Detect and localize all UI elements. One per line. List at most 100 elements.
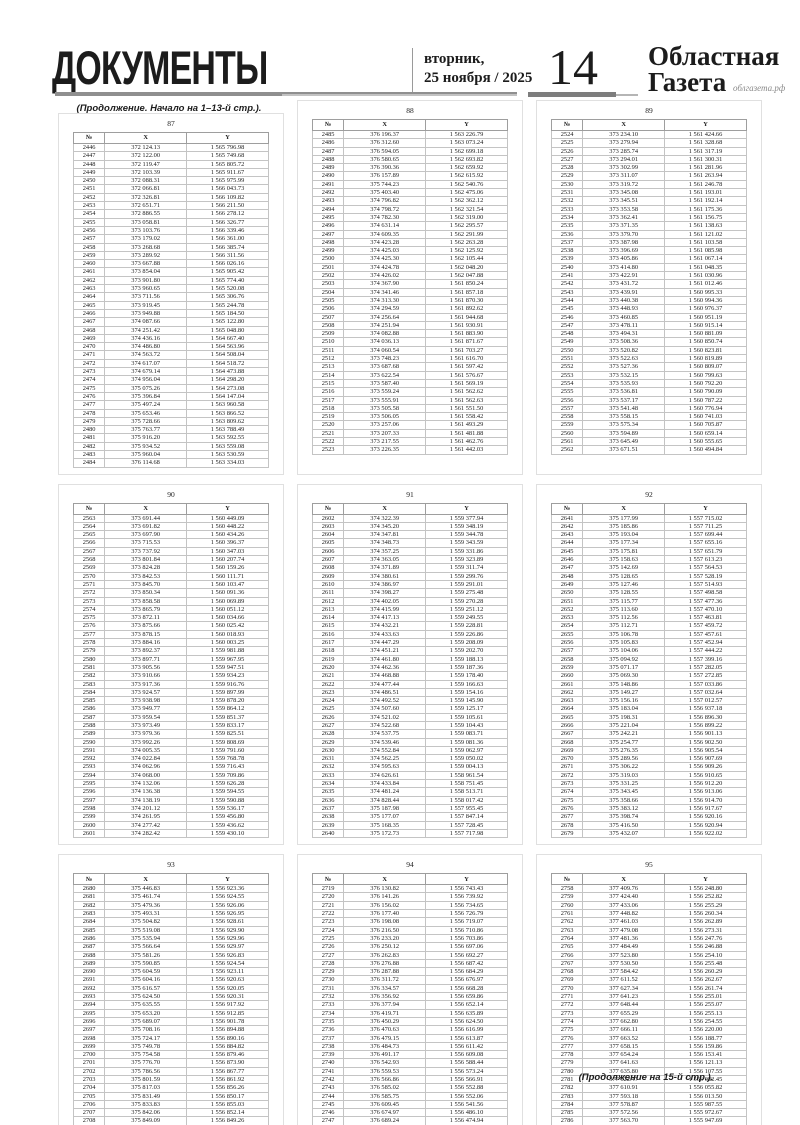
table-cell: 1 559 251.12 xyxy=(425,604,508,615)
table-cell: 1 556 710.86 xyxy=(425,925,508,935)
table-cell: 372 651.71 xyxy=(104,201,188,211)
table-row: 2566 373 715.53 1 560 396.37 xyxy=(72,538,269,548)
table-cell: 2462 xyxy=(72,275,106,286)
table-cell: 2469 xyxy=(72,333,106,344)
table-cell: 2762 xyxy=(550,917,584,927)
table-cell: 1 560 799.63 xyxy=(664,370,747,380)
table-cell: 372 103.39 xyxy=(104,167,188,178)
table-cell: 1 556 914.70 xyxy=(664,795,747,805)
table-cell: 2449 xyxy=(72,167,106,178)
table-cell: 374 347.81 xyxy=(343,530,427,540)
table-cell: 373 555.91 xyxy=(343,395,427,405)
table-cell: 1 560 823.81 xyxy=(664,345,747,356)
table-cell: 374 451.21 xyxy=(343,646,427,656)
table-cell: 2497 xyxy=(311,229,345,239)
table-cell: 1 556 920.63 xyxy=(186,975,269,985)
table-row: 2636 374 828.44 1 558 017.42 xyxy=(311,795,508,805)
table-row: 2550 373 520.82 1 560 823.81 xyxy=(550,345,747,356)
table-row: 2511 374 060.54 1 561 703.27 xyxy=(311,345,508,356)
table-cell: 2784 xyxy=(550,1099,584,1110)
table-row: 2619 374 461.80 1 559 188.13 xyxy=(311,654,508,664)
table-cell: 1 559 981.88 xyxy=(186,646,269,656)
table-cell: 2629 xyxy=(311,737,345,747)
table-cell: 1 559 791.60 xyxy=(186,745,269,756)
table-cell: 2464 xyxy=(72,292,106,302)
table-row: 2519 373 506.05 1 561 558.42 xyxy=(311,412,508,422)
table-row: 2680 375 446.83 1 556 923.36 xyxy=(72,884,269,894)
table-cell: 1 557 699.44 xyxy=(664,530,747,540)
table-cell: 2767 xyxy=(550,958,584,969)
table-cell: 2643 xyxy=(550,530,584,540)
table-row: 2672 375 319.03 1 556 910.65 xyxy=(550,770,747,781)
table-cell: 374 423.28 xyxy=(343,237,427,248)
table-cell: 2454 xyxy=(72,209,106,219)
table-cell: 2459 xyxy=(72,250,106,261)
table-row: 2651 375 115.77 1 557 477.36 xyxy=(550,596,747,606)
table-cell: 373 559.24 xyxy=(343,387,427,397)
table-cell: 2741 xyxy=(311,1066,345,1077)
table-row: 2624 374 492.52 1 559 145.90 xyxy=(311,696,508,706)
table-cell: 373 845.70 xyxy=(104,579,188,590)
table-cell: 373 302.99 xyxy=(582,163,666,173)
table-cell: 1 563 226.79 xyxy=(425,129,508,140)
table-cell: 377 611.52 xyxy=(582,975,666,985)
table-row: 2629 374 539.46 1 559 081.36 xyxy=(311,737,508,747)
issue-date: вторник, 25 ноября / 2025 xyxy=(424,50,532,88)
table-cell: 1 559 594.55 xyxy=(186,787,269,797)
table-cell: 375 075.26 xyxy=(104,383,188,393)
table-row: 2490 376 157.89 1 562 615.92 xyxy=(311,171,508,181)
table-cell: 2640 xyxy=(311,828,345,839)
table-cell: 1 565 805.72 xyxy=(186,159,269,169)
table-cell: 374 294.59 xyxy=(343,304,427,314)
table-row: 2584 373 924.57 1 559 897.99 xyxy=(72,687,269,698)
table-row: 2685 375 519.08 1 556 929.90 xyxy=(72,925,269,935)
table-cell: 2556 xyxy=(550,395,584,405)
brand-line2: Газета облгазета.рф xyxy=(648,68,785,96)
table-cell: 376 566.86 xyxy=(343,1074,427,1085)
table-cell: 373 587.40 xyxy=(343,378,427,389)
table-cell: 2587 xyxy=(72,712,106,723)
table-row: 2767 377 530.50 1 556 255.48 xyxy=(550,958,747,969)
column-header: Y xyxy=(186,873,269,886)
table-cell: 374 425.30 xyxy=(343,254,427,264)
coordinate-table: № X Y 2602 374 322.39 1 559 377.94 2603 374 345… xyxy=(311,502,508,839)
table-cell: 375 446.83 xyxy=(104,884,188,894)
table-cell: 1 556 901.13 xyxy=(664,729,747,739)
table-cell: 1 556 879.46 xyxy=(186,1050,269,1060)
table-cell: 2607 xyxy=(311,555,345,565)
table-cell: 376 594.05 xyxy=(343,146,427,156)
table-cell: 373 345.08 xyxy=(582,188,666,198)
table-cell: 373 558.15 xyxy=(582,412,666,422)
table-cell: 373 850.34 xyxy=(104,588,188,598)
table-row: 2664 375 183.04 1 556 937.18 xyxy=(550,704,747,714)
table-cell: 375 635.55 xyxy=(104,1000,188,1010)
table-cell: 1 566 326.77 xyxy=(186,217,269,227)
table-cell: 373 892.37 xyxy=(104,646,188,656)
table-row: 2603 374 345.20 1 559 348.19 xyxy=(311,521,508,532)
table-cell: 1 561 892.62 xyxy=(425,304,508,314)
table-cell: 1 559 270.28 xyxy=(425,596,508,606)
table-cell: 2704 xyxy=(72,1083,106,1093)
table-cell: 2764 xyxy=(550,933,584,944)
table-cell: 375 749.78 xyxy=(104,1041,188,1052)
table-cell: 1 556 912.85 xyxy=(186,1008,269,1018)
table-cell: 1 556 260.34 xyxy=(664,909,747,919)
table-row: 2765 377 484.49 1 556 246.88 xyxy=(550,942,747,952)
table-cell: 1 556 588.44 xyxy=(425,1058,508,1068)
table-cell: 1 556 474.94 xyxy=(425,1116,508,1125)
table-cell: 1 564 508.04 xyxy=(186,350,269,360)
table-cell: 2605 xyxy=(311,538,345,548)
table-cell: 2770 xyxy=(550,983,584,994)
table-cell: 1 557 613.23 xyxy=(664,555,747,565)
table-cell: 1 556 929.97 xyxy=(186,942,269,952)
table-cell: 2611 xyxy=(311,588,345,598)
table-row: 2659 375 071.17 1 557 282.05 xyxy=(550,662,747,673)
table-row: 2628 374 537.75 1 559 083.71 xyxy=(311,729,508,739)
table-cell: 1 559 154.16 xyxy=(425,687,508,698)
table-cell: 373 854.04 xyxy=(104,267,188,277)
table-cell: 2666 xyxy=(550,720,584,731)
table-cell: 2727 xyxy=(311,950,345,960)
column-header: X xyxy=(343,873,427,886)
table-cell: 1 560 776.94 xyxy=(664,403,747,414)
table-row: 2620 374 462.36 1 559 187.36 xyxy=(311,662,508,673)
